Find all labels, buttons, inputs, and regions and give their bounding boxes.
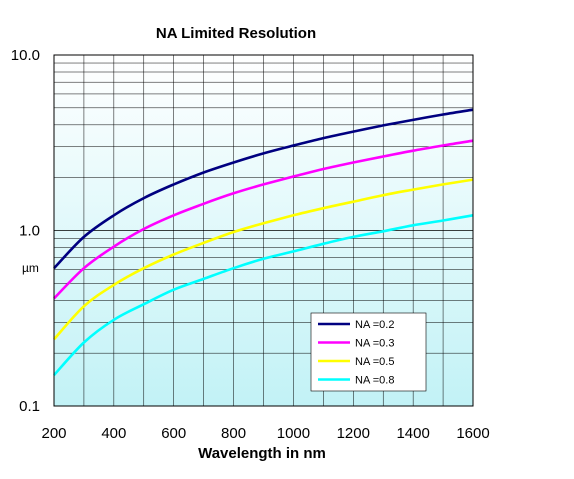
x-tick-label: 1600 [456, 425, 489, 442]
series-line [53, 108, 474, 270]
chart-title: NA Limited Resolution [156, 25, 316, 42]
series-line [53, 214, 474, 376]
y-tick-label: 10.0 [11, 47, 40, 64]
series-layer [53, 108, 474, 376]
series-line [53, 178, 474, 341]
x-axis-label: Wavelength in nm [198, 445, 326, 462]
x-tick-label: 1200 [337, 425, 370, 442]
legend-label: NA =0.5 [355, 356, 394, 368]
x-tick-label: 1400 [396, 425, 429, 442]
x-axis-ticks: 200 400 600 800 1000 1200 1400 1600 [41, 425, 489, 442]
plot-frame [53, 54, 474, 407]
legend-label: NA =0.3 [355, 338, 394, 350]
x-tick-label: 1000 [277, 425, 310, 442]
x-tick-label: 200 [41, 425, 66, 442]
x-tick-label: 800 [221, 425, 246, 442]
legend: NA =0.2 NA =0.3 NA =0.5 NA =0.8 [310, 312, 427, 392]
x-tick-label: 600 [161, 425, 186, 442]
series-line [53, 139, 474, 300]
y-tick-label: 0.1 [19, 398, 40, 415]
y-axis-ticks: 0.1 1.0 10.0 [11, 47, 40, 415]
x-tick-label: 400 [101, 425, 126, 442]
y-tick-label: 1.0 [19, 223, 40, 240]
legend-label: NA =0.8 [355, 375, 394, 387]
legend-box [310, 312, 427, 392]
legend-label: NA =0.2 [355, 319, 394, 331]
y-axis-unit: µm [22, 261, 39, 275]
